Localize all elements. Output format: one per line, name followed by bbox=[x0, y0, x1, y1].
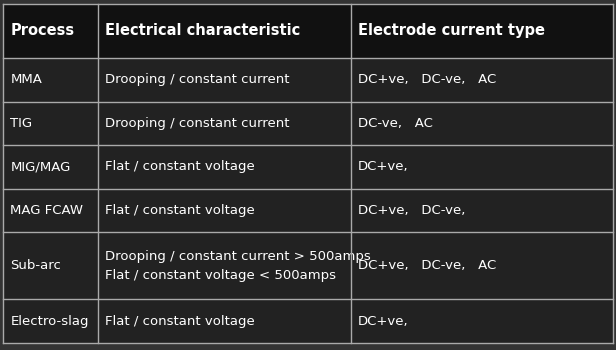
Bar bbox=[351, 102, 613, 145]
Text: DC-ve,   AC: DC-ve, AC bbox=[358, 117, 433, 130]
Text: MAG FCAW: MAG FCAW bbox=[10, 204, 84, 217]
Bar bbox=[97, 232, 351, 300]
Text: DC+ve,   DC-ve,   AC: DC+ve, DC-ve, AC bbox=[358, 74, 496, 86]
Bar bbox=[97, 4, 351, 58]
Text: MIG/MAG: MIG/MAG bbox=[10, 161, 71, 174]
Text: Process: Process bbox=[10, 23, 75, 38]
Bar bbox=[351, 58, 613, 102]
Text: Electrical characteristic: Electrical characteristic bbox=[105, 23, 300, 38]
Text: Drooping / constant current > 500amps
Flat / constant voltage < 500amps: Drooping / constant current > 500amps Fl… bbox=[105, 250, 371, 282]
Text: DC+ve,: DC+ve, bbox=[358, 161, 408, 174]
Bar bbox=[351, 4, 613, 58]
Bar bbox=[3, 4, 97, 58]
Bar bbox=[351, 300, 613, 343]
Bar bbox=[3, 58, 97, 102]
Text: Drooping / constant current: Drooping / constant current bbox=[105, 74, 290, 86]
Text: Electrode current type: Electrode current type bbox=[358, 23, 545, 38]
Bar bbox=[351, 232, 613, 300]
Text: DC+ve,   DC-ve,   AC: DC+ve, DC-ve, AC bbox=[358, 259, 496, 272]
Bar bbox=[351, 189, 613, 232]
Text: Sub-arc: Sub-arc bbox=[10, 259, 62, 272]
Text: DC+ve,: DC+ve, bbox=[358, 315, 408, 328]
Bar bbox=[3, 102, 97, 145]
Bar bbox=[97, 145, 351, 189]
Bar bbox=[97, 58, 351, 102]
Text: DC+ve,   DC-ve,: DC+ve, DC-ve, bbox=[358, 204, 466, 217]
Bar bbox=[97, 300, 351, 343]
Bar bbox=[3, 300, 97, 343]
Text: Flat / constant voltage: Flat / constant voltage bbox=[105, 204, 255, 217]
Bar bbox=[351, 145, 613, 189]
Bar bbox=[3, 232, 97, 300]
Bar bbox=[3, 145, 97, 189]
Bar bbox=[3, 189, 97, 232]
Bar bbox=[97, 189, 351, 232]
Text: MMA: MMA bbox=[10, 74, 43, 86]
Text: Drooping / constant current: Drooping / constant current bbox=[105, 117, 290, 130]
Text: Flat / constant voltage: Flat / constant voltage bbox=[105, 161, 255, 174]
Bar bbox=[97, 102, 351, 145]
Text: Electro-slag: Electro-slag bbox=[10, 315, 89, 328]
Text: TIG: TIG bbox=[10, 117, 33, 130]
Text: Flat / constant voltage: Flat / constant voltage bbox=[105, 315, 255, 328]
